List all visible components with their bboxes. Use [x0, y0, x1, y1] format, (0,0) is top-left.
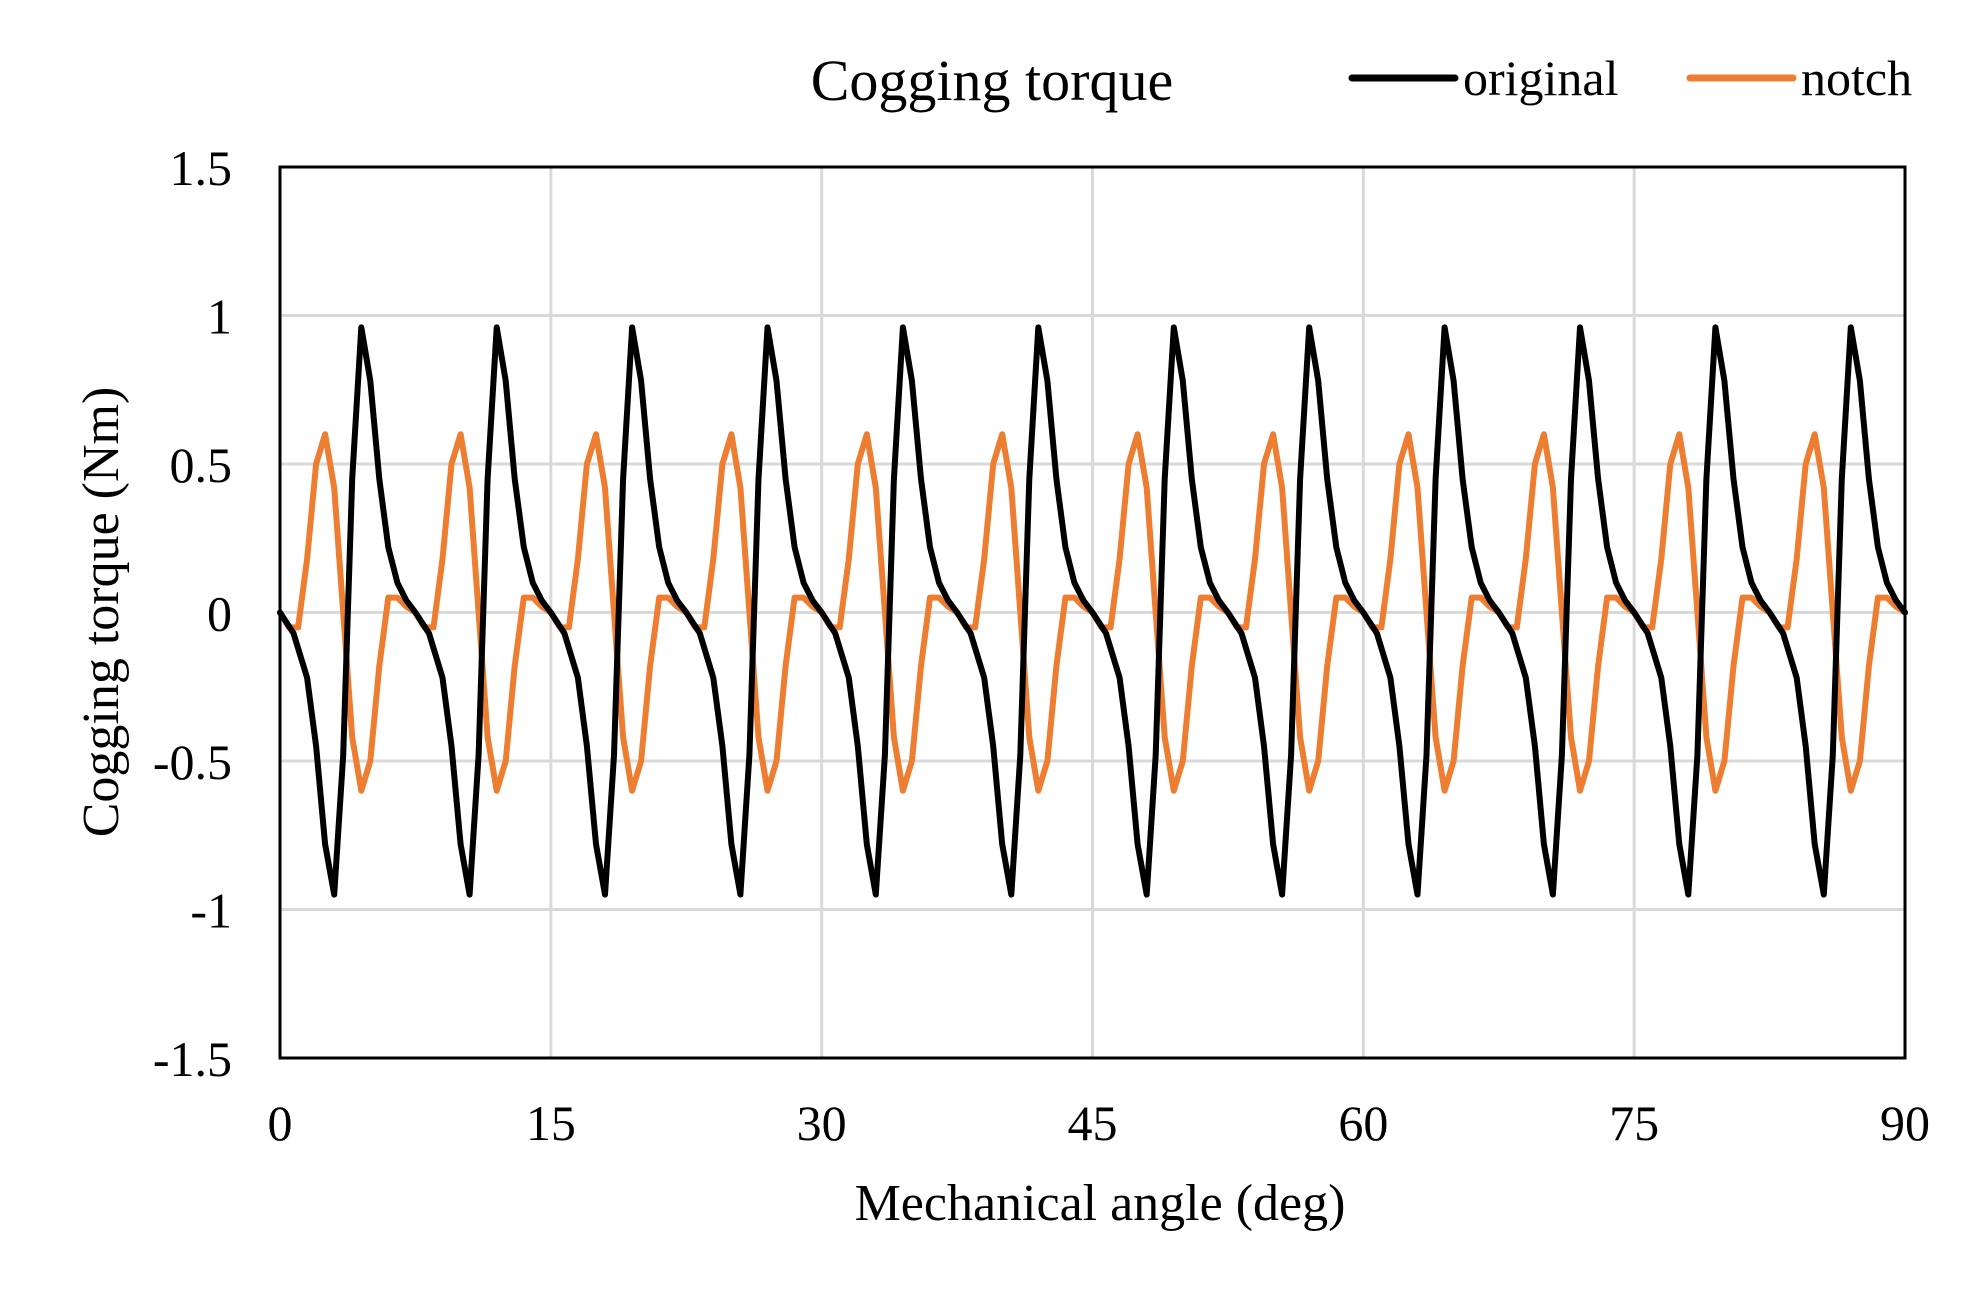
y-tick-label: -1 [190, 883, 232, 939]
y-tick-label: 1 [207, 289, 232, 345]
y-axis-label: Cogging torque (Nm) [73, 387, 130, 838]
legend: original notch [1348, 50, 1912, 106]
series-group [277, 324, 1908, 898]
x-tick-label: 75 [1609, 1095, 1659, 1151]
series-line-original [277, 324, 1908, 898]
y-tick-label: 0 [207, 586, 232, 642]
y-tick-label: -0.5 [153, 734, 232, 790]
y-tick-label: 1.5 [170, 140, 233, 196]
y-tick-labels: 1.5 1 0.5 0 -0.5 -1 -1.5 [153, 140, 232, 1087]
x-tick-label: 90 [1880, 1095, 1930, 1151]
plot-frame [278, 165, 1907, 1060]
chart-title: Cogging torque [811, 48, 1173, 113]
x-tick-label: 0 [268, 1095, 293, 1151]
y-tick-label: 0.5 [170, 437, 233, 493]
x-tick-label: 60 [1338, 1095, 1388, 1151]
y-tick-label: -1.5 [153, 1031, 232, 1087]
x-tick-labels: 0 15 30 45 60 75 90 [268, 1095, 1931, 1151]
legend-label-notch: notch [1801, 50, 1912, 106]
x-tick-label: 30 [797, 1095, 847, 1151]
x-axis-label: Mechanical angle (deg) [855, 1175, 1346, 1232]
x-tick-label: 45 [1068, 1095, 1118, 1151]
legend-label-original: original [1463, 50, 1619, 106]
x-tick-label: 15 [526, 1095, 576, 1151]
